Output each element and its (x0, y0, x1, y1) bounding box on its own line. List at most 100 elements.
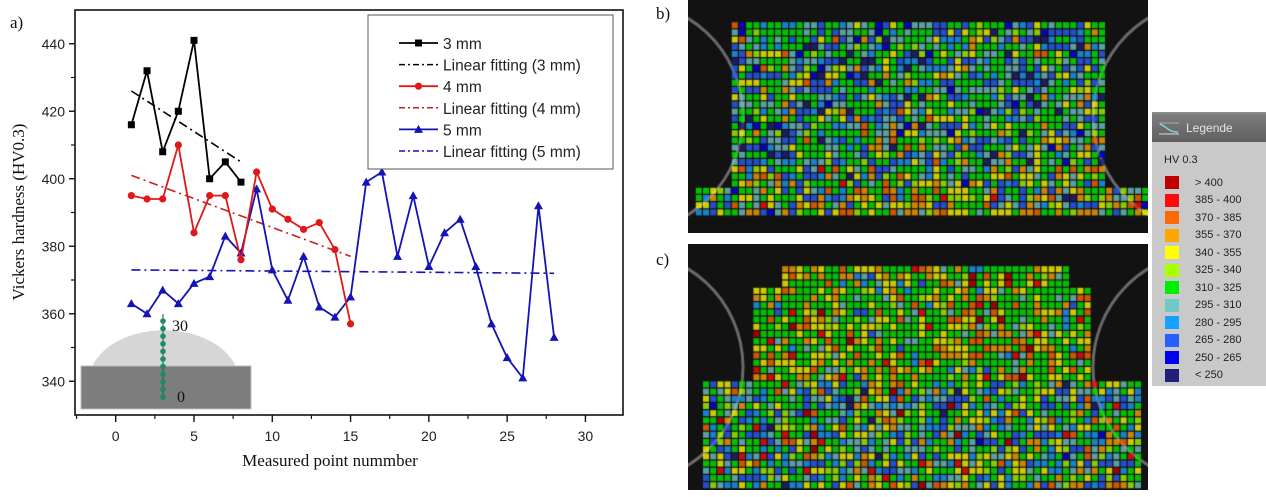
x-tick-label: 10 (264, 428, 280, 444)
triangle-marker (455, 214, 465, 223)
y-tick-label: 360 (42, 306, 66, 322)
x-tick-label: 20 (421, 428, 437, 444)
legend-unit: HV 0.3 (1164, 154, 1198, 166)
y-tick-label: 440 (42, 36, 66, 52)
x-tick-label: 0 (112, 428, 120, 444)
x-tick-label: 5 (190, 428, 198, 444)
legend-item: 5 mm (399, 122, 482, 139)
series-layer (126, 36, 559, 382)
panel-label-b: b) (656, 4, 671, 23)
legend-range-label: 265 - 280 (1195, 334, 1242, 347)
triangle-marker (424, 262, 434, 270)
legend-range-label: 250 - 265 (1195, 351, 1242, 364)
triangle-marker (533, 201, 543, 210)
triangle-marker (314, 302, 324, 311)
hardness-map-image-b (688, 0, 1148, 233)
legend-row: > 400 (1165, 174, 1266, 192)
legend-row: < 250 (1165, 367, 1266, 385)
circle-marker (190, 229, 198, 237)
legend-label: 3 mm (443, 36, 482, 53)
legend-row: 265 - 280 (1165, 332, 1266, 350)
legend-row: 340 - 355 (1165, 244, 1266, 262)
y-axis-label: Vickers hardness (HV0.3) (9, 124, 28, 301)
measurement-point-marker (160, 333, 166, 340)
square-marker (190, 36, 198, 44)
legend-title: Legende (1186, 121, 1233, 135)
series-4-mm (127, 141, 355, 328)
hardness-legend-panel: Legende HV 0.3 > 400 385 - 400 370 - 385 35… (1152, 112, 1266, 386)
legend-row: 355 - 370 (1165, 227, 1266, 245)
circle-marker (414, 82, 423, 90)
legend-row: 370 - 385 (1165, 209, 1266, 227)
legend-color-swatch (1165, 211, 1179, 225)
triangle-marker (408, 191, 418, 200)
series-linear-fitting-5-mm (131, 269, 555, 275)
circle-marker (284, 215, 292, 223)
measurement-point-marker (160, 348, 166, 355)
triangle-marker (299, 251, 309, 260)
measurement-point-marker (160, 371, 166, 378)
legend-row: 325 - 340 (1165, 262, 1266, 280)
legend-color-swatch (1165, 316, 1179, 330)
legend-color-swatch (1165, 263, 1179, 277)
circle-marker (268, 205, 276, 213)
inset-label-bottom: 0 (177, 389, 185, 406)
series-linear-fitting-4-mm (131, 174, 351, 258)
measurement-point-marker (160, 341, 166, 347)
triangle-marker (502, 353, 512, 362)
circle-marker (237, 256, 245, 264)
square-marker (174, 107, 182, 115)
triangle-marker (549, 332, 559, 341)
legend-range-label: 280 - 295 (1195, 316, 1242, 329)
triangle-marker (189, 278, 199, 287)
legend-item: Linear fitting (3 mm) (399, 58, 581, 75)
legend-color-swatch (1165, 281, 1179, 295)
legend-row: 280 - 295 (1165, 314, 1266, 332)
measurement-point-marker (160, 394, 166, 400)
square-marker (221, 158, 229, 166)
circle-marker (253, 168, 261, 176)
legend-box (367, 14, 614, 170)
legend-header: Legende (1152, 114, 1266, 142)
series-linear-fitting-3-mm (130, 90, 242, 163)
measurement-point-marker (160, 318, 166, 324)
y-tick-label: 340 (42, 373, 66, 389)
triangle-marker (393, 251, 403, 260)
measurement-point-marker (160, 356, 166, 362)
legend-color-swatch (1165, 176, 1179, 190)
triangle-marker (220, 231, 230, 240)
fit-line (131, 174, 351, 258)
circle-marker (331, 246, 339, 254)
panel-label-a: a) (10, 13, 23, 32)
triangle-marker (414, 124, 423, 133)
fit-line (131, 269, 555, 275)
legend-range-label: 295 - 310 (1195, 299, 1242, 312)
legend-curve-icon (1159, 122, 1179, 135)
circle-marker (127, 192, 135, 200)
legend-color-swatch (1165, 246, 1179, 260)
circle-marker (346, 320, 355, 328)
legend-range-label: 325 - 340 (1195, 264, 1242, 277)
triangle-marker (158, 285, 168, 294)
legend-range-label: > 400 (1195, 176, 1223, 189)
legend-row: 250 - 265 (1165, 349, 1266, 367)
triangle-marker (440, 228, 450, 237)
measurement-point-marker (160, 363, 166, 370)
legend-color-swatch (1165, 351, 1179, 365)
triangle-marker (377, 167, 387, 176)
hardness-map-image-c (688, 244, 1148, 490)
fit-line (130, 90, 242, 163)
series-5-mm (126, 167, 559, 382)
legend-row: 310 - 325 (1165, 279, 1266, 297)
circle-marker (143, 195, 151, 203)
triangle-marker (518, 373, 528, 382)
triangle-marker (205, 272, 215, 281)
legend-label: Linear fitting (5 mm) (443, 144, 581, 161)
legend-label: 4 mm (443, 79, 482, 96)
square-marker (159, 148, 167, 156)
hardness-chart: a) 30 0 0 5 10 15 20 25 30 340 360 380 400 420 440 Me… (9, 9, 624, 470)
x-tick-label: 25 (499, 428, 515, 444)
square-marker (206, 175, 214, 183)
data-line (130, 170, 555, 381)
circle-marker (206, 192, 214, 200)
